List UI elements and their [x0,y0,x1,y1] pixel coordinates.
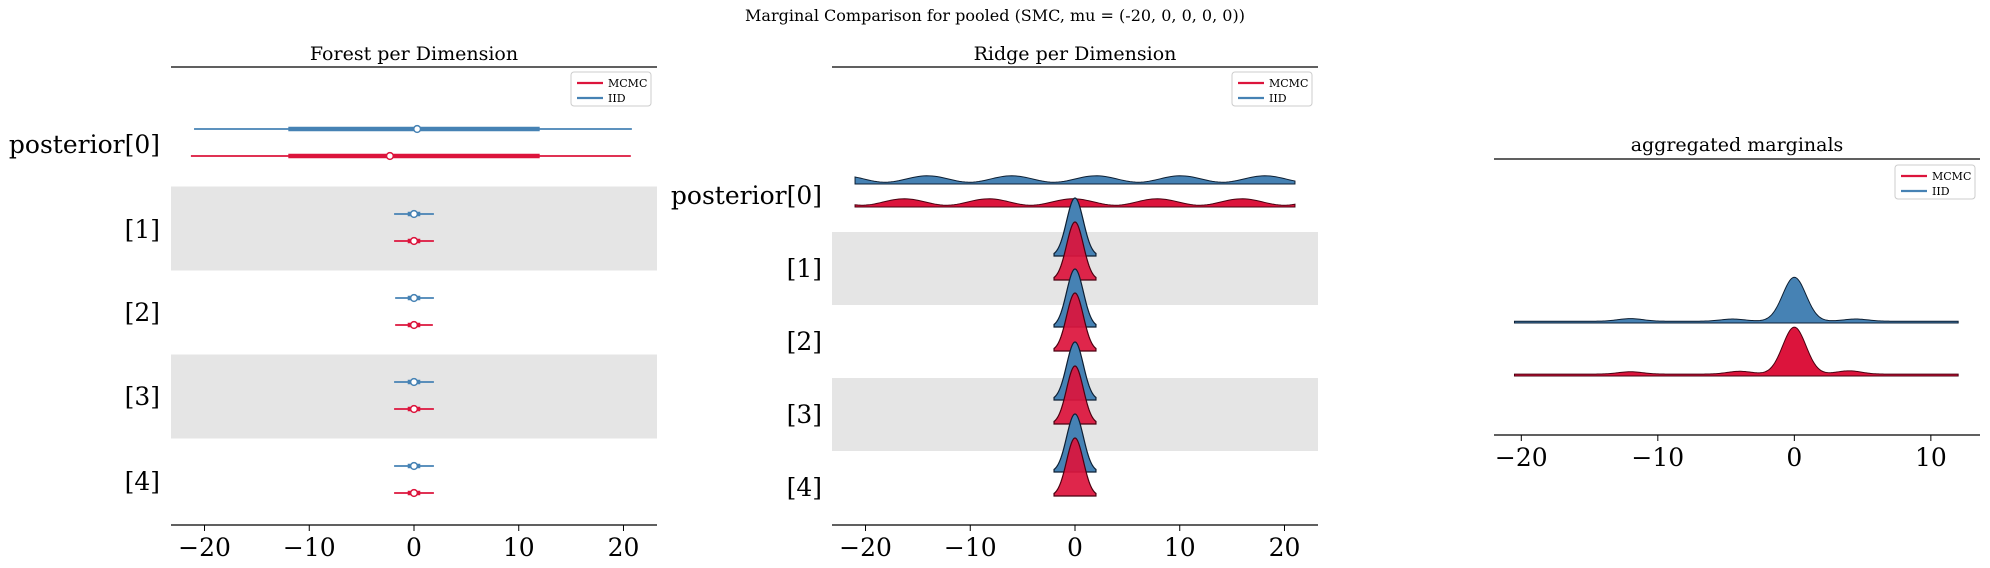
forest-x-ticks: −20 −10 0 10 20 [178,525,639,562]
ridge-y-labels: posterior[0] [1] [2] [3] [4] [671,181,822,502]
aggregated-tick-label: 10 [1915,443,1947,472]
aggregated-tick-label: 0 [1786,443,1802,472]
ridge-density-iid [854,175,1296,185]
ridge-density-mcmc [1053,365,1097,425]
ridge-tick-label: 0 [1067,533,1083,562]
ridge-y-label: posterior[0] [671,181,822,210]
ridge-density-mcmc [1053,437,1097,497]
forest-row-bands [171,186,657,439]
forest-point-mcmc [409,488,419,498]
ridge-legend-label-mcmc: MCMC [1269,77,1308,90]
forest-point-iid [409,461,419,471]
forest-y-label: posterior[0] [9,130,160,159]
forest-y-label: [1] [125,215,160,244]
forest-band-1 [171,186,657,271]
ridge-y-label: [4] [787,473,822,502]
ridge-panel: Ridge per Dimension posterior[0] [1] [2] [3… [671,43,1318,562]
forest-tick-label: 0 [406,533,422,562]
aggregated-legend: MCMC IID [1894,164,1976,200]
aggregated-marks [1513,276,1959,377]
forest-y-labels: posterior[0] [1] [2] [3] [4] [9,130,160,496]
ridge-tick-label: −10 [944,533,997,562]
figure-title: Marginal Comparison for pooled (SMC, mu … [745,6,1245,25]
forest-band-3 [171,354,657,439]
forest-point-iid [409,293,419,303]
ridge-tick-label: −20 [839,533,892,562]
ridge-legend-label-iid: IID [1269,92,1287,105]
aggregated-density-iid [1513,276,1959,324]
aggregated-density-mcmc [1513,326,1959,377]
ridge-marks [854,175,1296,497]
ridge-y-label: [1] [787,254,822,283]
ridge-density-mcmc [1053,221,1097,281]
aggregated-legend-label-mcmc: MCMC [1932,170,1971,183]
forest-y-label: [2] [125,298,160,327]
aggregated-tick-label: −10 [1631,443,1684,472]
forest-point-mcmc [385,151,395,161]
forest-point-mcmc [409,320,419,330]
forest-point-iid [412,124,422,134]
forest-legend-label-mcmc: MCMC [608,77,647,90]
forest-panel: Forest per Dimension posterior[0] [1] [2] [… [9,43,657,562]
ridge-y-label: [3] [787,400,822,429]
forest-panel-title: Forest per Dimension [310,43,518,65]
ridge-tick-label: 10 [1164,533,1196,562]
forest-y-label: [4] [125,467,160,496]
ridge-y-label: [2] [787,327,822,356]
forest-tick-label: −20 [178,533,231,562]
ridge-legend: MCMC IID [1231,71,1313,107]
aggregated-panel: aggregated marginals −20 −10 0 10 MCMC IID [1494,134,1980,472]
aggregated-x-ticks: −20 −10 0 10 [1495,435,1947,472]
forest-legend: MCMC IID [570,71,652,107]
forest-point-mcmc [409,404,419,414]
forest-point-iid [409,209,419,219]
ridge-x-ticks: −20 −10 0 10 20 [839,525,1300,562]
forest-legend-label-iid: IID [608,92,626,105]
forest-y-label: [3] [125,382,160,411]
forest-point-iid [409,377,419,387]
aggregated-panel-title: aggregated marginals [1631,134,1844,156]
forest-tick-label: −10 [283,533,336,562]
aggregated-legend-label-iid: IID [1932,185,1950,198]
ridge-density-mcmc [1053,292,1097,352]
forest-marks [190,124,632,498]
forest-tick-label: 20 [608,533,640,562]
ridge-tick-label: 20 [1269,533,1301,562]
forest-tick-label: 10 [503,533,535,562]
ridge-panel-title: Ridge per Dimension [974,43,1177,65]
forest-point-mcmc [409,236,419,246]
aggregated-tick-label: −20 [1495,443,1548,472]
